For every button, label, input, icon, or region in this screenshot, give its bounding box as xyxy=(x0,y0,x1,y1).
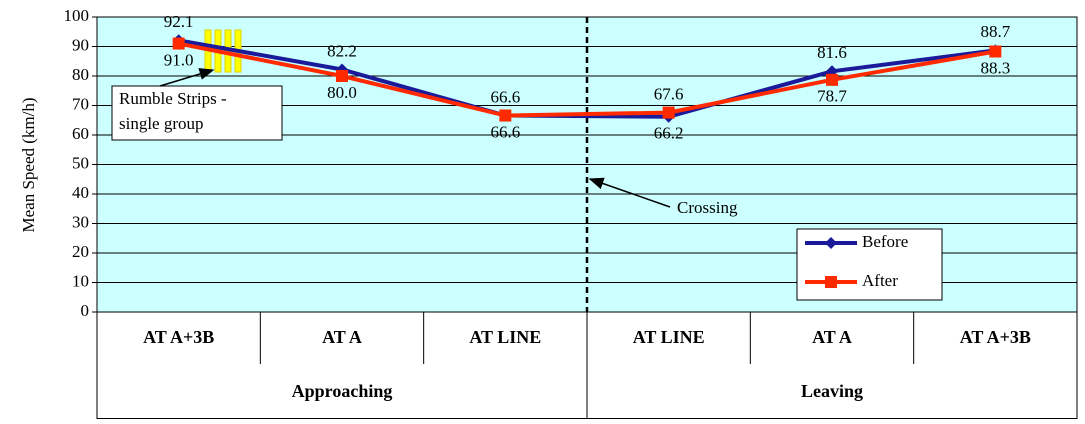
y-tick-label: 20 xyxy=(72,242,89,261)
marker xyxy=(662,106,675,119)
series-line xyxy=(178,38,996,119)
marker xyxy=(989,45,1002,58)
arrow xyxy=(588,177,671,208)
group-label: Approaching xyxy=(292,381,393,401)
x-tick-label: AT A+3B xyxy=(143,327,214,347)
x-tick-label: AT A+3B xyxy=(960,327,1031,347)
group-label: Leaving xyxy=(801,381,863,401)
series-line xyxy=(178,41,996,118)
y-tick-label: 60 xyxy=(72,124,89,143)
y-tick-label: 10 xyxy=(72,271,89,290)
data-label: 88.3 xyxy=(980,58,1010,77)
x-tick-label: AT LINE xyxy=(633,327,705,347)
y-tick-label: 50 xyxy=(72,153,89,172)
marker xyxy=(826,73,838,86)
data-label: 88.7 xyxy=(980,22,1010,41)
y-tick-label: 40 xyxy=(72,183,89,202)
marker xyxy=(336,70,348,82)
y-tick-label: 90 xyxy=(72,35,89,54)
x-tick-label: AT LINE xyxy=(469,327,541,347)
legend-label: After xyxy=(862,271,898,290)
data-label: 92.1 xyxy=(164,12,194,31)
data-label: 80.0 xyxy=(327,83,357,102)
marker xyxy=(825,276,837,288)
x-tick-label: AT A xyxy=(322,327,362,347)
legend-label: Before xyxy=(862,232,908,251)
marker xyxy=(825,237,837,249)
y-tick-label: 100 xyxy=(64,6,90,25)
data-label: 82.2 xyxy=(327,41,357,60)
data-label: 78.7 xyxy=(817,87,847,106)
arrow xyxy=(159,68,215,87)
data-label: 91.0 xyxy=(164,50,194,69)
marker xyxy=(172,37,185,50)
y-tick-label: 80 xyxy=(72,65,89,84)
data-label: 66.6 xyxy=(490,87,520,106)
legend xyxy=(796,228,943,301)
data-label: 66.2 xyxy=(654,124,684,143)
data-label: 81.6 xyxy=(817,43,847,62)
y-axis-title: Mean Speed (km/h) xyxy=(19,97,38,232)
y-tick-label: 0 xyxy=(81,301,90,320)
x-tick-label: AT A xyxy=(812,327,852,347)
y-tick-label: 30 xyxy=(72,212,89,231)
annotation: Rumble Strips - xyxy=(119,89,227,108)
data-label: 66.6 xyxy=(490,122,520,141)
y-tick-label: 70 xyxy=(72,94,89,113)
annotation: single group xyxy=(119,114,204,133)
annotation-box xyxy=(111,85,283,141)
marker xyxy=(499,109,512,122)
data-label: 67.6 xyxy=(654,84,684,103)
annotation: Crossing xyxy=(677,198,738,217)
